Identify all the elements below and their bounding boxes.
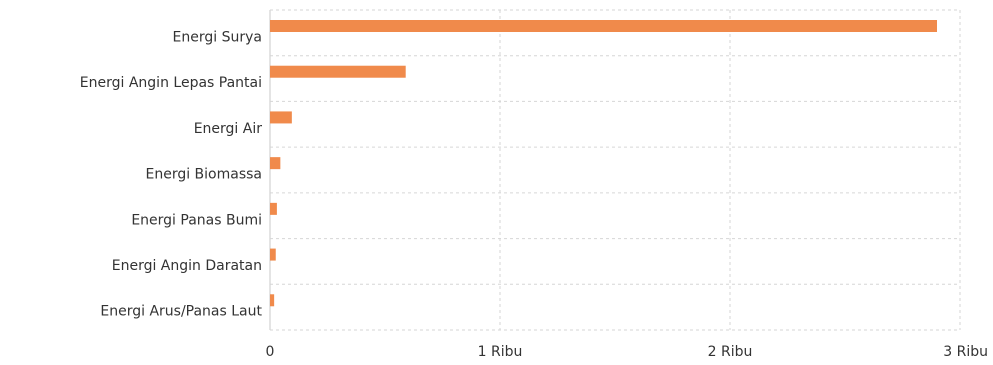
- x-tick-label: 1 Ribu: [478, 344, 523, 360]
- bars: [270, 20, 937, 307]
- bar: [270, 65, 406, 78]
- category-label: Energi Biomassa: [145, 167, 262, 183]
- bar: [270, 20, 937, 32]
- category-label: Energi Panas Bumi: [131, 212, 262, 228]
- category-label: Energi Angin Daratan: [112, 258, 262, 274]
- bar: [270, 111, 292, 124]
- x-tick-label: 2 Ribu: [708, 344, 753, 360]
- category-label: Energi Air: [194, 121, 263, 137]
- category-label: Energi Arus/Panas Laut: [100, 304, 262, 320]
- grid: [269, 9, 961, 331]
- x-axis-ticks: 0 1 Ribu 2 Ribu 3 Ribu: [266, 344, 988, 360]
- bar: [270, 294, 275, 307]
- bar: [270, 157, 281, 170]
- bar: [270, 248, 276, 261]
- category-label: Energi Angin Lepas Pantai: [80, 75, 262, 91]
- category-label: Energi Surya: [173, 29, 262, 45]
- x-tick-label: 3 Ribu: [943, 344, 988, 360]
- bar: [270, 202, 277, 215]
- x-tick-label: 0: [266, 344, 275, 360]
- category-labels: Energi Surya Energi Angin Lepas Pantai Ene…: [80, 29, 263, 319]
